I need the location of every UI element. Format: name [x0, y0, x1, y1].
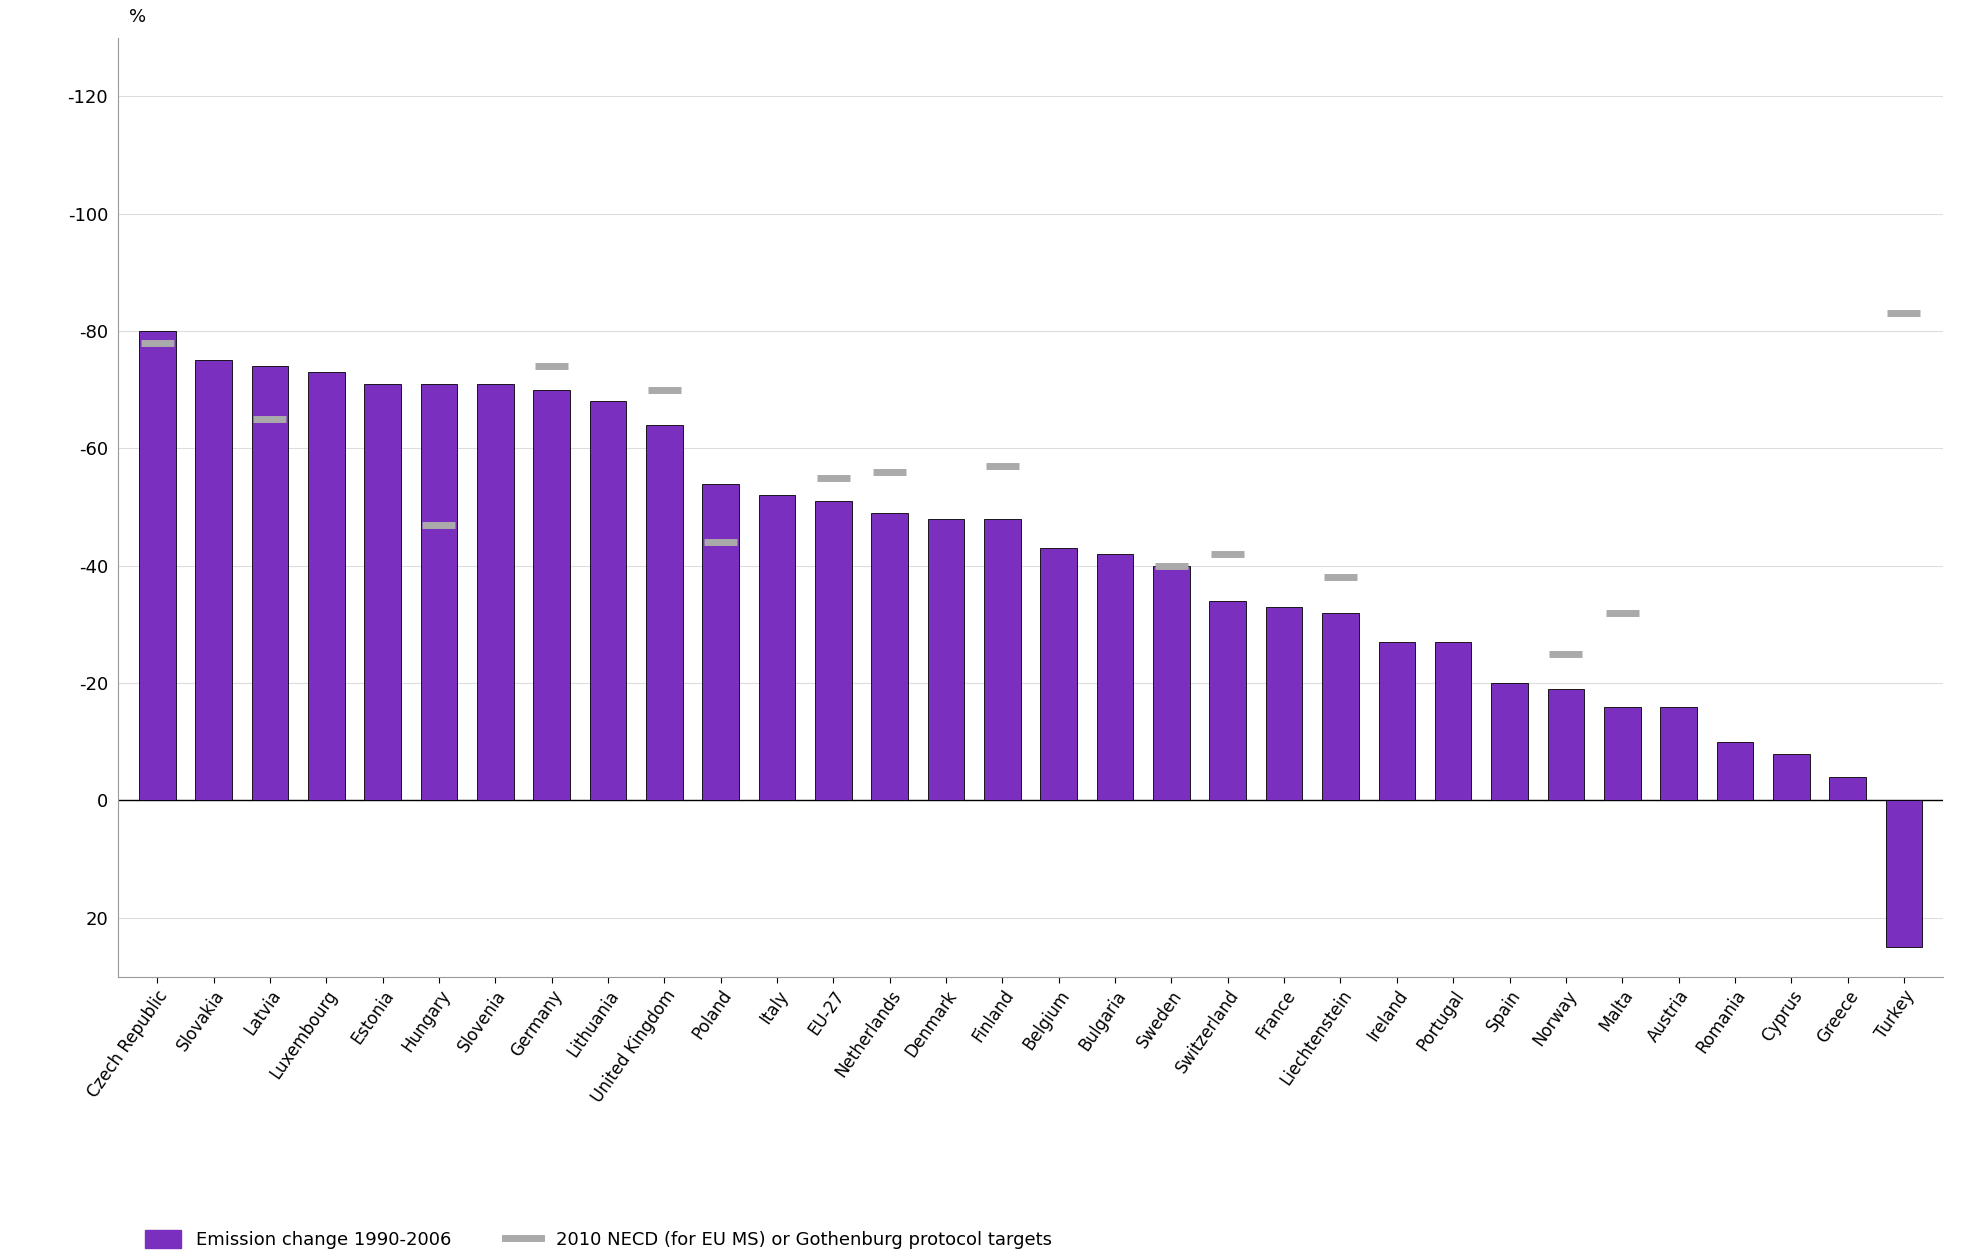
Bar [1661, 706, 1696, 800]
Bar [1886, 800, 1922, 948]
Bar [477, 384, 514, 800]
Bar [1830, 777, 1867, 800]
Bar [928, 518, 964, 800]
Bar [1604, 706, 1641, 800]
Bar [1716, 741, 1753, 800]
Bar [420, 384, 457, 800]
Bar [703, 483, 738, 800]
Bar [1209, 601, 1247, 800]
Bar [1323, 612, 1358, 800]
Bar [1152, 566, 1190, 800]
Text: %: % [130, 8, 145, 26]
Bar [251, 367, 289, 800]
Bar [534, 389, 569, 800]
Bar [308, 372, 345, 800]
Bar [872, 513, 909, 800]
Bar [1492, 684, 1527, 800]
Bar [1097, 553, 1133, 800]
Bar [1547, 689, 1584, 800]
Bar [194, 361, 232, 800]
Bar [1435, 642, 1472, 800]
Legend: Emission change 1990-2006, 2010 NECD (for EU MS) or Gothenburg protocol targets: Emission change 1990-2006, 2010 NECD (fo… [145, 1229, 1052, 1249]
Bar [646, 424, 683, 800]
Bar [1378, 642, 1415, 800]
Bar [1266, 607, 1301, 800]
Bar [1773, 754, 1810, 800]
Bar [1040, 548, 1078, 800]
Bar [365, 384, 400, 800]
Bar [589, 402, 626, 800]
Bar [815, 501, 852, 800]
Bar [760, 496, 795, 800]
Bar [139, 331, 175, 800]
Bar [983, 518, 1021, 800]
